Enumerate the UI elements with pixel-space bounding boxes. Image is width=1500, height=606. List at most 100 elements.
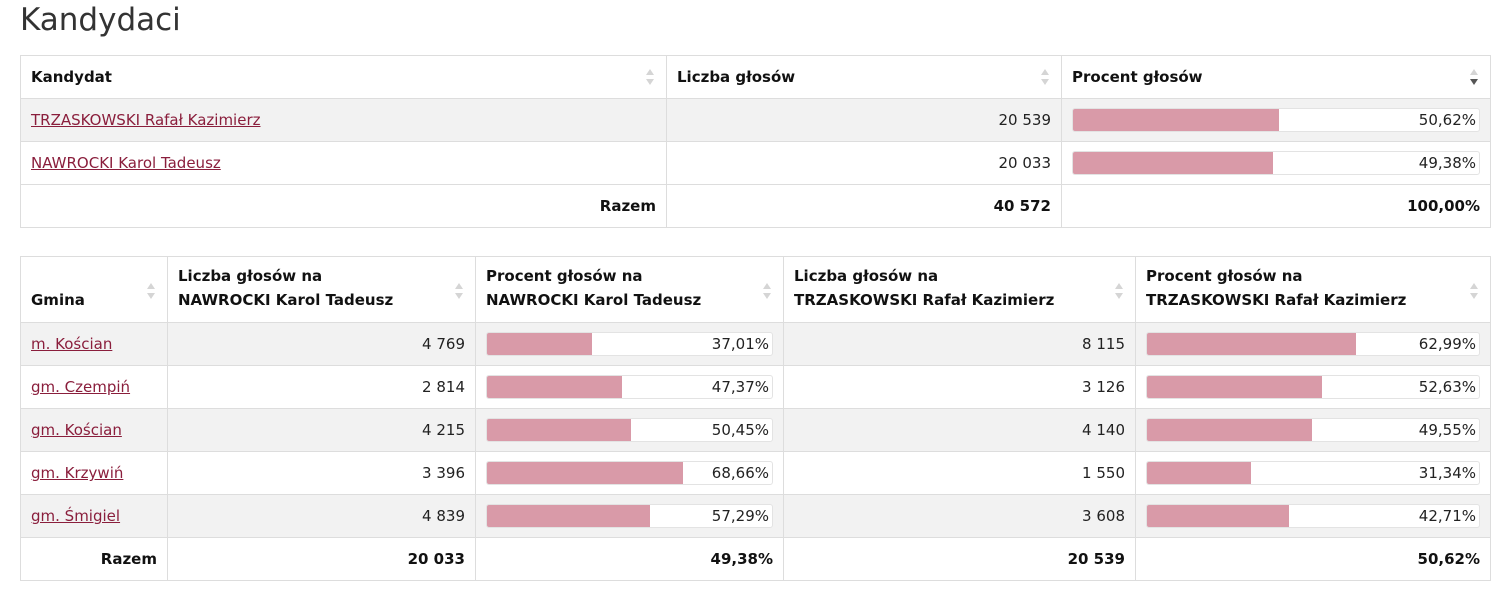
percent-bar-fill (487, 333, 593, 355)
page-title: Kandydaci (20, 2, 181, 38)
sort-desc-icon[interactable] (1470, 68, 1478, 86)
header-line: Procent głosów na (1146, 267, 1303, 285)
table-row: gm. Czempiń 2 814 47,37% 3 126 52,63% (20, 365, 1491, 409)
percent-trzaskowski-cell: 49,55% (1135, 408, 1491, 452)
total-label: Razem (20, 184, 667, 228)
table-row: gm. Kościan 4 215 50,45% 4 140 49,55% (20, 408, 1491, 452)
percent-nawrocki-cell: 68,66% (475, 451, 784, 495)
column-header-label: Procent głosów na TRZASKOWSKI Rafał Kazim… (1146, 264, 1480, 312)
votes-nawrocki-cell: 4 839 (167, 494, 476, 538)
percent-bar: 49,38% (1072, 151, 1480, 175)
total-votes-trzaskowski: 20 539 (783, 537, 1136, 581)
percent-bar-fill (1147, 376, 1322, 398)
percent-bar-fill (1147, 419, 1312, 441)
gmina-link[interactable]: gm. Śmigiel (31, 507, 121, 525)
table-header-row: Kandydat Liczba głosów Procent głosów (20, 55, 1491, 99)
header-line: Liczba głosów na (794, 267, 939, 285)
percent-cell: 49,38% (1061, 141, 1491, 185)
column-header-percent-trzaskowski[interactable]: Procent głosów na TRZASKOWSKI Rafał Kazim… (1135, 256, 1491, 323)
percent-nawrocki-cell: 50,45% (475, 408, 784, 452)
percent-value: 50,45% (711, 421, 769, 439)
gmina-link[interactable]: gm. Kościan (31, 421, 122, 439)
sort-icon[interactable] (455, 282, 463, 300)
gmina-cell: m. Kościan (20, 322, 168, 366)
votes-trzaskowski-cell: 1 550 (783, 451, 1136, 495)
column-header-label: Liczba głosów na TRZASKOWSKI Rafał Kazimi… (794, 264, 1125, 312)
percent-bar: 50,62% (1072, 108, 1480, 132)
percent-value: 31,34% (1418, 464, 1476, 482)
sort-icon[interactable] (646, 68, 654, 86)
column-header-votes-nawrocki[interactable]: Liczba głosów na NAWROCKI Karol Tadeusz (167, 256, 476, 323)
percent-trzaskowski-cell: 52,63% (1135, 365, 1491, 409)
votes-nawrocki-cell: 4 215 (167, 408, 476, 452)
header-line: Procent głosów na (486, 267, 643, 285)
column-header-gmina[interactable]: Gmina (20, 256, 168, 323)
percent-value: 49,55% (1418, 421, 1476, 439)
candidate-cell: TRZASKOWSKI Rafał Kazimierz (20, 98, 667, 142)
column-header-votes[interactable]: Liczba głosów (666, 55, 1062, 99)
percent-bar-fill (1147, 505, 1289, 527)
votes-cell: 20 033 (666, 141, 1062, 185)
header-line: Liczba głosów na (178, 267, 323, 285)
votes-trzaskowski-cell: 3 126 (783, 365, 1136, 409)
percent-value: 47,37% (711, 378, 769, 396)
percent-trzaskowski-cell: 31,34% (1135, 451, 1491, 495)
percent-value: 42,71% (1418, 507, 1476, 525)
sort-icon[interactable] (1115, 282, 1123, 300)
percent-bar: 37,01% (486, 332, 773, 356)
total-percent-nawrocki: 49,38% (475, 537, 784, 581)
percent-bar: 47,37% (486, 375, 773, 399)
gmina-table-body: m. Kościan 4 769 37,01% 8 115 62,99% gm. Czem… (20, 322, 1491, 538)
gmina-cell: gm. Kościan (20, 408, 168, 452)
column-header-label: Gmina (31, 291, 85, 309)
column-header-percent[interactable]: Procent głosów (1061, 55, 1491, 99)
sort-icon[interactable] (763, 282, 771, 300)
column-header-percent-nawrocki[interactable]: Procent głosów na NAWROCKI Karol Tadeusz (475, 256, 784, 323)
table-row: TRZASKOWSKI Rafał Kazimierz 20 539 50,62… (20, 98, 1491, 142)
sort-icon[interactable] (1041, 68, 1049, 86)
table-header-row: Gmina Liczba głosów na NAWROCKI Karol Tad… (20, 256, 1491, 323)
percent-value: 68,66% (711, 464, 769, 482)
column-header-label: Liczba głosów (677, 68, 796, 86)
percent-bar-fill (1147, 333, 1357, 355)
table-row: gm. Krzywiń 3 396 68,66% 1 550 31,34% (20, 451, 1491, 495)
sort-icon[interactable] (147, 282, 155, 300)
total-label: Razem (20, 537, 168, 581)
percent-bar: 68,66% (486, 461, 773, 485)
sort-icon[interactable] (1470, 282, 1478, 300)
percent-nawrocki-cell: 57,29% (475, 494, 784, 538)
percent-bar-fill (487, 419, 631, 441)
votes-nawrocki-cell: 4 769 (167, 322, 476, 366)
percent-value: 52,63% (1418, 378, 1476, 396)
column-header-votes-trzaskowski[interactable]: Liczba głosów na TRZASKOWSKI Rafał Kazimi… (783, 256, 1136, 323)
percent-value: 50,62% (1418, 111, 1476, 129)
column-header-label: Liczba głosów na NAWROCKI Karol Tadeusz (178, 264, 465, 312)
candidate-link[interactable]: TRZASKOWSKI Rafał Kazimierz (31, 111, 261, 129)
gmina-link[interactable]: gm. Krzywiń (31, 464, 124, 482)
percent-nawrocki-cell: 47,37% (475, 365, 784, 409)
gmina-link[interactable]: gm. Czempiń (31, 378, 131, 396)
percent-cell: 50,62% (1061, 98, 1491, 142)
header-line: NAWROCKI Karol Tadeusz (178, 291, 394, 309)
column-header-label: Procent głosów na NAWROCKI Karol Tadeusz (486, 264, 773, 312)
table-row: NAWROCKI Karol Tadeusz 20 033 49,38% (20, 141, 1491, 185)
total-votes-nawrocki: 20 033 (167, 537, 476, 581)
candidate-cell: NAWROCKI Karol Tadeusz (20, 141, 667, 185)
votes-trzaskowski-cell: 4 140 (783, 408, 1136, 452)
percent-bar: 57,29% (486, 504, 773, 528)
gmina-results-table: Gmina Liczba głosów na NAWROCKI Karol Tad… (20, 256, 1491, 581)
percent-value: 62,99% (1418, 335, 1476, 353)
gmina-link[interactable]: m. Kościan (31, 335, 113, 353)
column-header-candidate[interactable]: Kandydat (20, 55, 667, 99)
percent-trzaskowski-cell: 62,99% (1135, 322, 1491, 366)
votes-trzaskowski-cell: 8 115 (783, 322, 1136, 366)
percent-bar: 62,99% (1146, 332, 1480, 356)
percent-bar-fill (1147, 462, 1252, 484)
percent-bar-fill (1073, 152, 1274, 174)
percent-bar-fill (487, 462, 683, 484)
percent-bar-fill (487, 505, 651, 527)
header-line: NAWROCKI Karol Tadeusz (486, 291, 702, 309)
header-line: TRZASKOWSKI Rafał Kazimierz (794, 291, 1055, 309)
candidate-link[interactable]: NAWROCKI Karol Tadeusz (31, 154, 221, 172)
percent-value: 37,01% (711, 335, 769, 353)
